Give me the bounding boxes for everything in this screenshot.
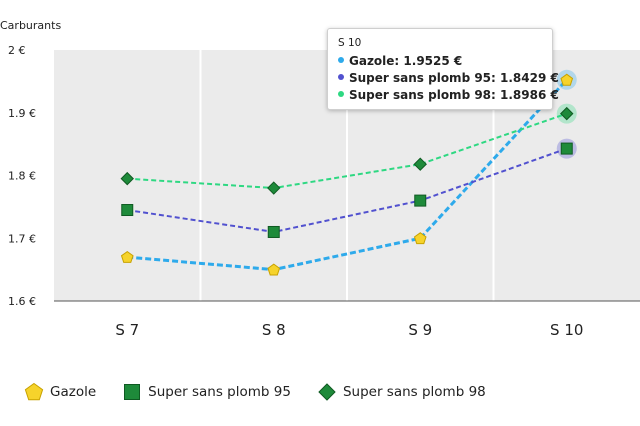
x-tick-label: S 7 [115,321,139,339]
tooltip-dot-gazole [338,57,344,63]
tooltip-row-sp95: Super sans plomb 95: 1.8429 € [338,70,559,87]
diamond-icon [318,383,336,401]
legend-item-sp95[interactable]: Super sans plomb 95 [122,382,291,402]
legend-item-sp98[interactable]: Super sans plomb 98 [317,382,486,402]
data-point-sp98 [267,181,281,195]
series-line-2 [127,112,568,190]
y-axis-title: Carburants [0,19,62,32]
tooltip-dot-sp95 [338,74,344,80]
data-point-sp98 [120,171,134,186]
pentagon-icon [24,382,44,401]
chart-legend: Gazole Super sans plomb 95 Super sans pl… [24,382,512,402]
data-point-sp95 [121,204,134,217]
y-tick-label: 1.6 € [8,295,36,308]
tooltip-row-sp98: Super sans plomb 98: 1.8986 € [338,87,559,104]
data-point-sp95 [267,225,280,238]
data-point-gazole [413,232,427,245]
square-icon [124,384,141,400]
legend-label-sp95: Super sans plomb 95 [148,384,291,400]
data-point-gazole [267,263,281,276]
x-tick-label: S 8 [262,321,286,339]
legend-label-sp98: Super sans plomb 98 [342,384,486,400]
legend-label-gazole: Gazole [50,384,97,400]
data-point-sp95 [414,194,427,207]
y-tick-label: 1.9 € [8,107,36,120]
data-point-sp98 [560,106,574,121]
y-tick-label: 2 € [8,44,26,57]
series-line-1 [127,147,568,233]
tooltip-value-sp98: Super sans plomb 98: 1.8986 € [349,88,559,102]
tooltip-row-gazole: Gazole: 1.9525 € [338,53,542,70]
y-tick-label: 1.7 € [8,232,36,245]
x-tick-label: S 9 [408,321,432,339]
chart-tooltip: S 10 Gazole: 1.9525 € Super sans plomb 9… [327,28,559,110]
data-point-gazole [560,73,574,86]
series-line-0 [127,78,568,272]
tooltip-value-gazole: Gazole: 1.9525 € [349,54,463,68]
tooltip-dot-sp98 [338,91,344,97]
legend-item-gazole[interactable]: Gazole [24,382,96,402]
x-tick-label: S 10 [550,321,583,339]
tooltip-value-sp95: Super sans plomb 95: 1.8429 € [349,71,559,85]
data-point-sp95 [560,142,573,155]
data-point-sp98 [413,157,427,171]
tooltip-title: S 10 [338,37,362,49]
data-point-gazole [120,250,134,263]
y-tick-label: 1.8 € [8,170,36,183]
